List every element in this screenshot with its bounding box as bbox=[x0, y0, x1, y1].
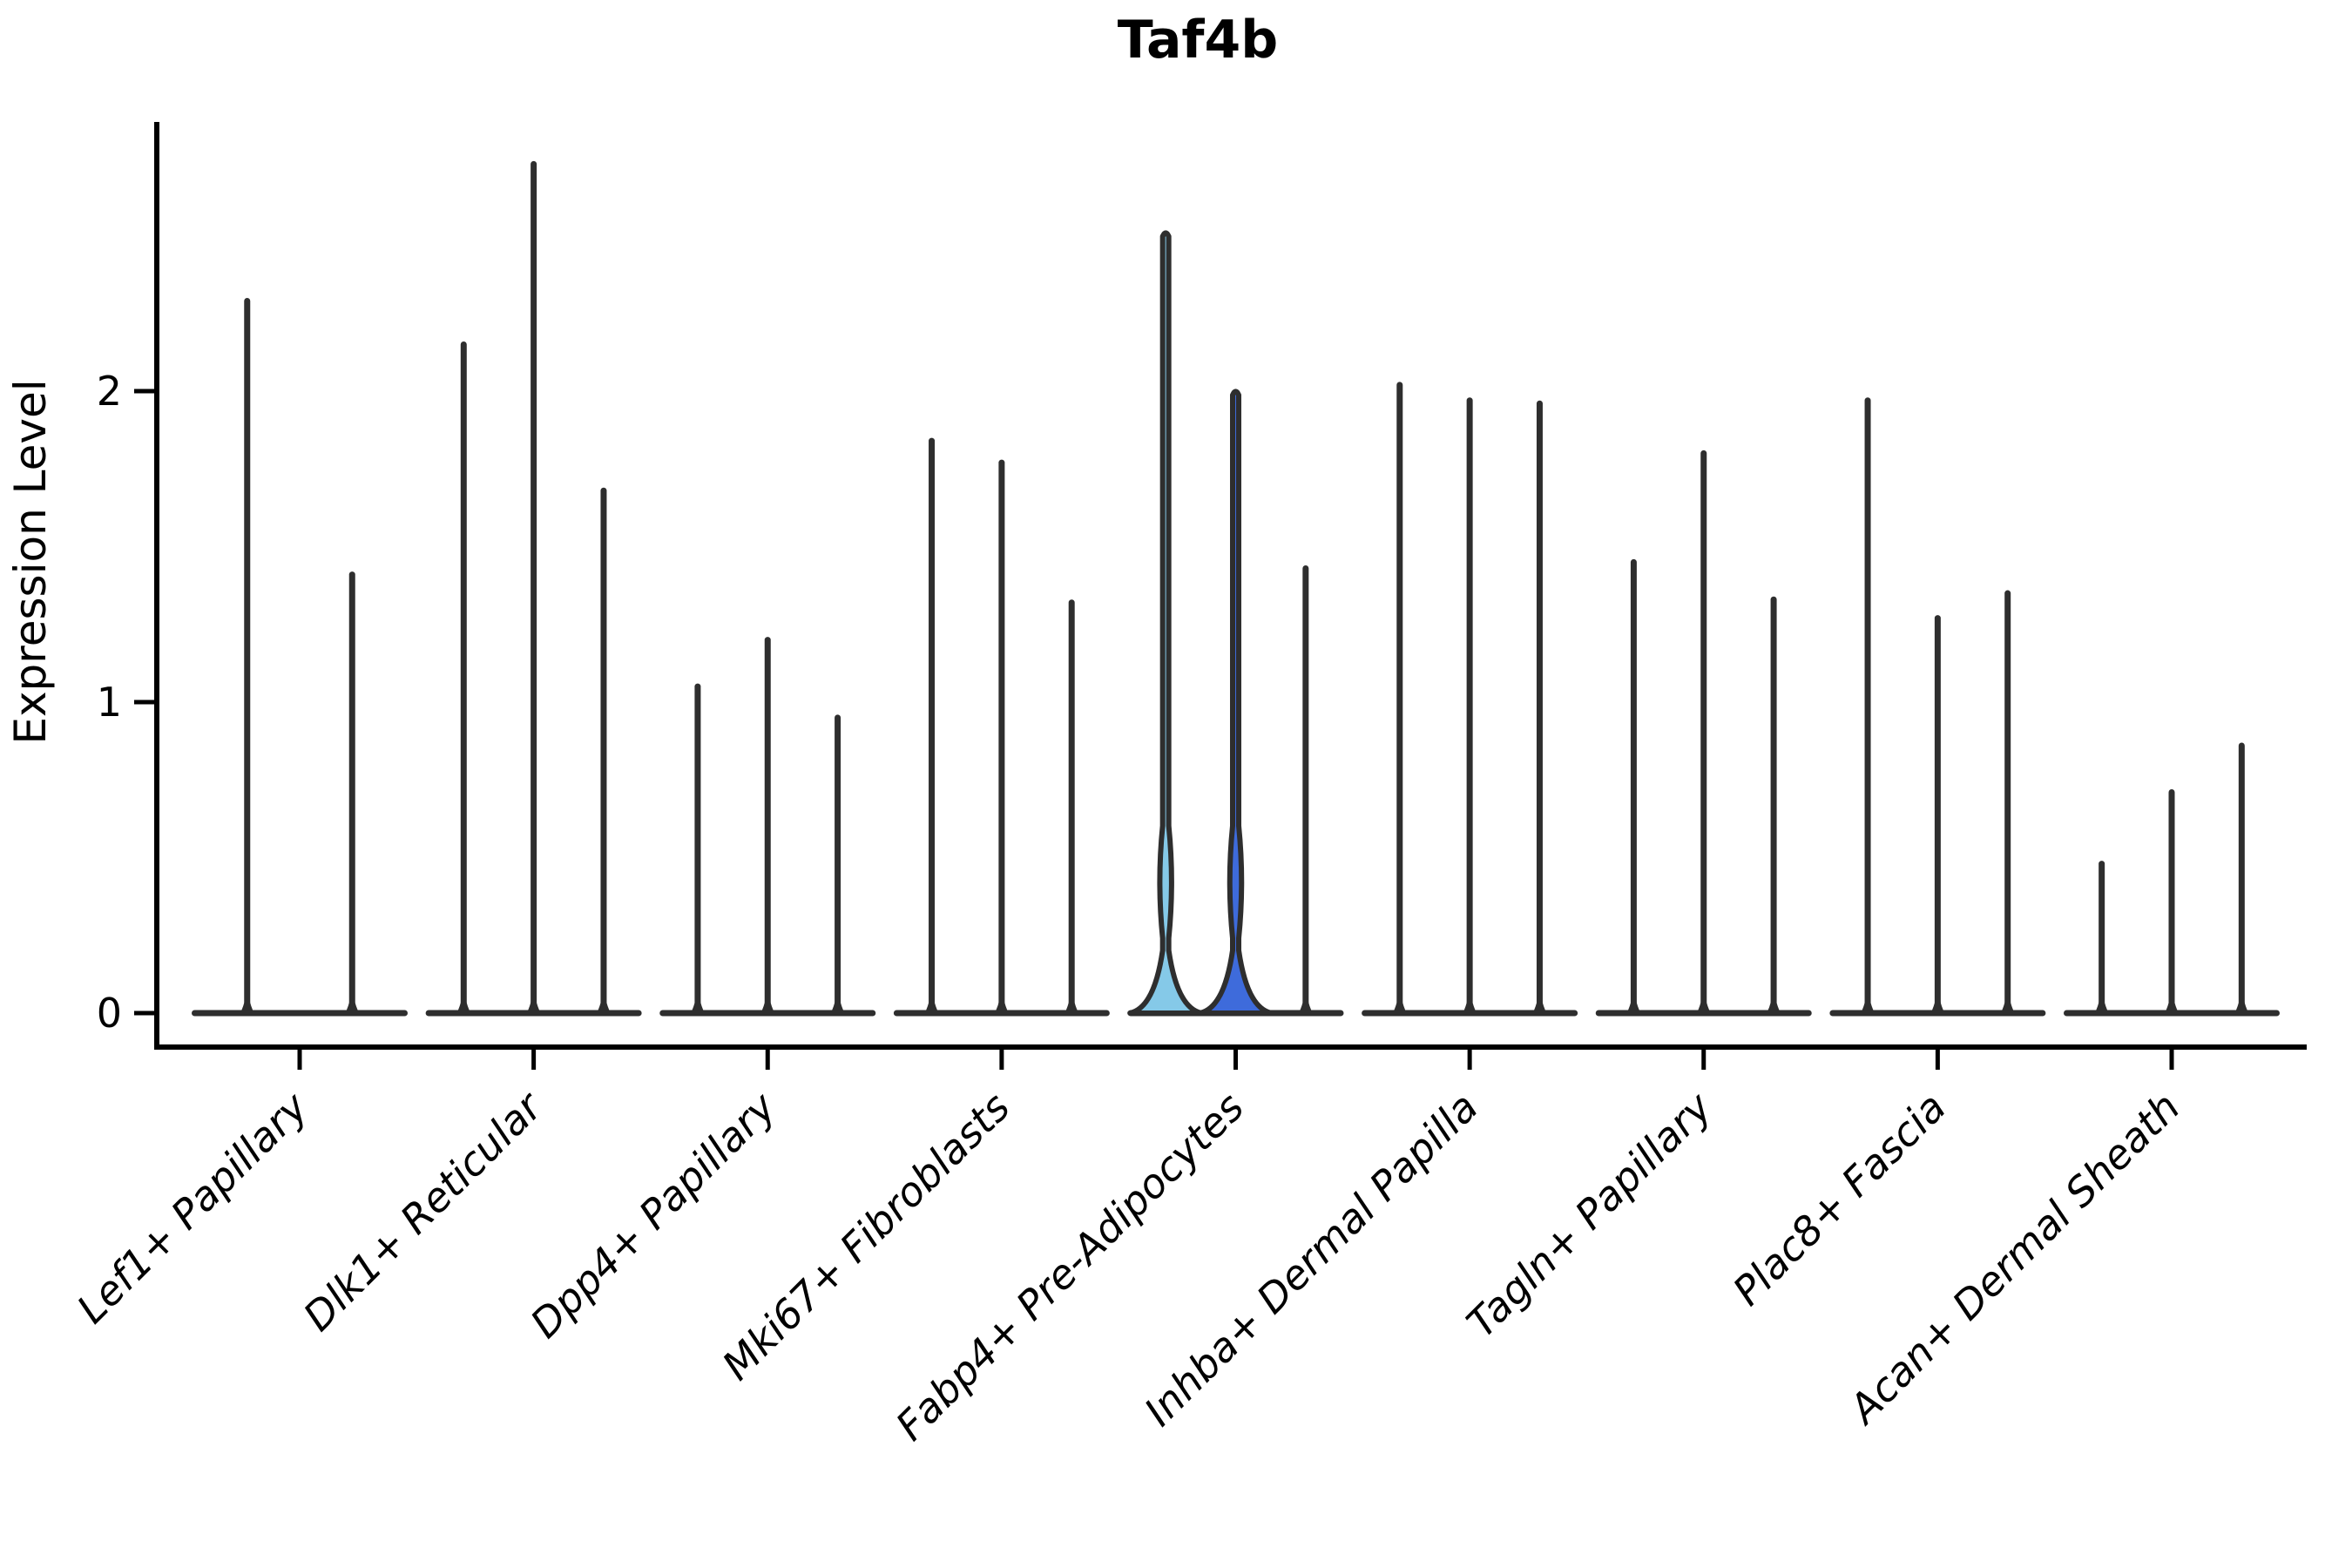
violin-base bbox=[1626, 999, 1641, 1013]
violin-base bbox=[2234, 999, 2249, 1013]
violin-base bbox=[994, 999, 1009, 1013]
violin-base bbox=[456, 999, 471, 1013]
violin-base bbox=[345, 999, 360, 1013]
violin-base bbox=[1930, 999, 1945, 1013]
violin-base bbox=[1767, 999, 1781, 1013]
violin-base bbox=[526, 999, 541, 1013]
x-tick-label: Lef1+ Papillary bbox=[68, 1083, 317, 1332]
violin-base bbox=[1696, 999, 1711, 1013]
violin-base bbox=[690, 999, 705, 1013]
violin-highlighted bbox=[1197, 389, 1274, 1016]
violin-base bbox=[2165, 999, 2179, 1013]
violin-base bbox=[1064, 999, 1079, 1013]
violin-base bbox=[2094, 999, 2109, 1013]
x-tick-label: Dlk1+ Reticular bbox=[294, 1081, 553, 1340]
y-axis-title: Expression Level bbox=[5, 379, 56, 744]
violin-base bbox=[924, 999, 939, 1013]
violin-base bbox=[760, 999, 775, 1013]
violin-base bbox=[240, 999, 254, 1013]
violin-highlighted bbox=[1127, 230, 1205, 1016]
x-tick-label: Tagln+ Papillary bbox=[1457, 1083, 1721, 1347]
violin-base bbox=[1861, 999, 1876, 1013]
violin-base bbox=[1392, 999, 1407, 1013]
violin-base bbox=[830, 999, 845, 1013]
x-tick-label: Dpp4+ Papillary bbox=[521, 1083, 785, 1347]
violin-base bbox=[1532, 999, 1547, 1013]
violin-base bbox=[2000, 999, 2015, 1013]
y-tick-label: 2 bbox=[97, 368, 122, 415]
y-tick-label: 0 bbox=[97, 990, 122, 1037]
x-tick-label: Plac8+ Fascia bbox=[1724, 1084, 1955, 1315]
chart-title: Taf4b bbox=[1118, 10, 1278, 71]
violin-base bbox=[1463, 999, 1477, 1013]
y-tick-label: 1 bbox=[97, 679, 122, 726]
violin-base bbox=[1298, 999, 1313, 1013]
violin-base bbox=[596, 999, 611, 1013]
